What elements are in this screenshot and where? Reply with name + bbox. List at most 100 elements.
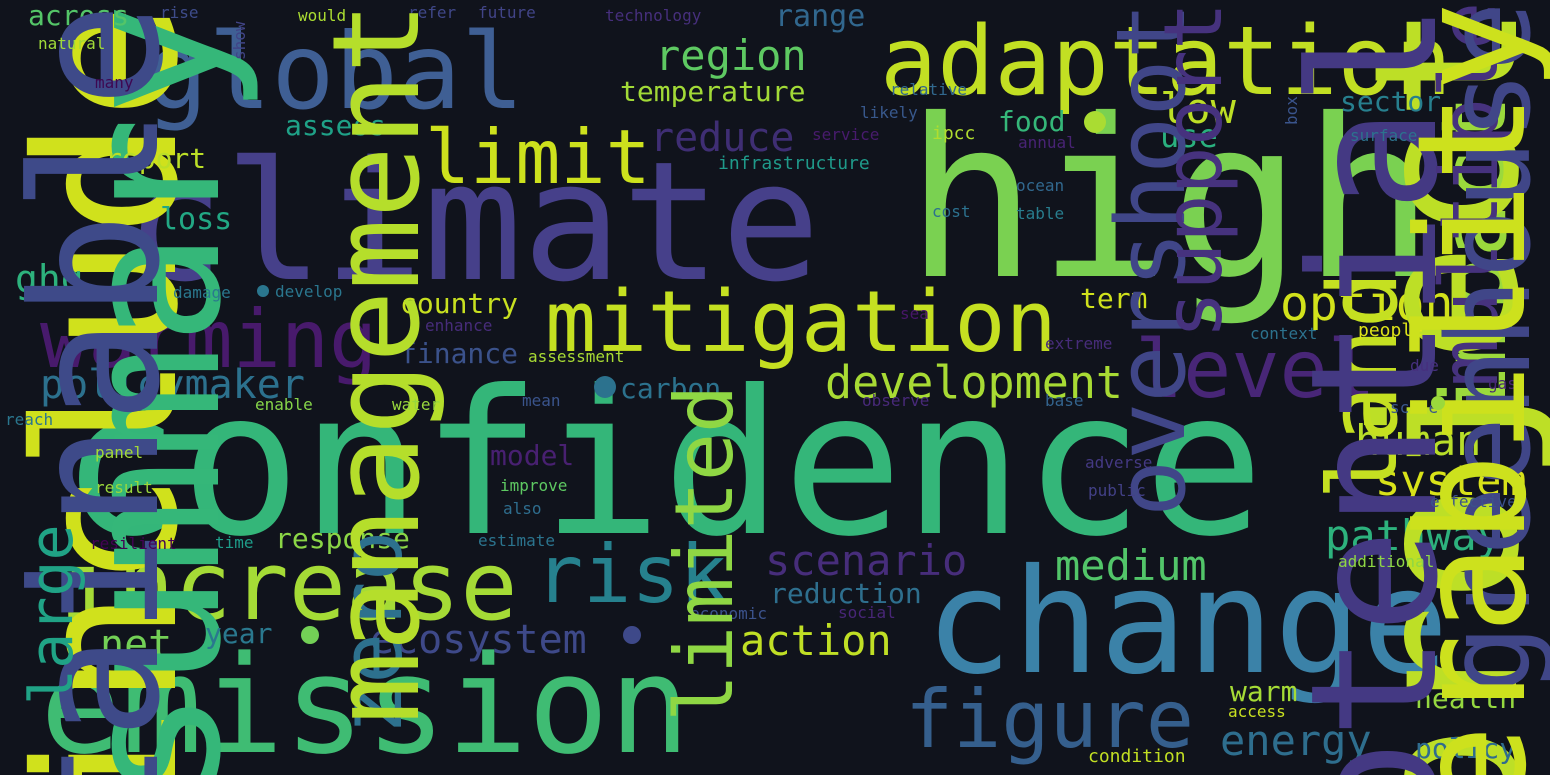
word-scale: scale <box>1390 398 1439 417</box>
word-mean: mean <box>522 391 561 410</box>
word-reduce: reduce <box>650 115 795 161</box>
bullet-dot <box>1431 396 1445 410</box>
word-high: high <box>905 72 1435 328</box>
word-response: response <box>275 522 410 555</box>
word-damage: damage <box>173 283 231 302</box>
word-rise: rise <box>160 3 199 22</box>
word-ecosystem: ecosystem <box>370 617 587 663</box>
word-reach: reach <box>5 410 54 429</box>
word-large: large <box>17 524 87 705</box>
word-estimate: estimate <box>478 531 556 550</box>
word-medium: medium <box>1055 541 1207 590</box>
word-pathway: pathway <box>1325 511 1503 560</box>
word-support: support <box>1147 2 1240 340</box>
word-due: due <box>1410 356 1439 375</box>
word-net: net <box>100 622 173 668</box>
word-effective: effective <box>1430 492 1517 511</box>
word-ghg: ghg <box>15 257 84 301</box>
word-table: table <box>1016 204 1065 223</box>
word-health: health <box>1415 682 1517 715</box>
bullet-dot <box>257 285 269 297</box>
word-enhance: enhance <box>425 316 493 335</box>
word-finance: finance <box>400 337 519 370</box>
word-resilient: resilient <box>90 534 177 553</box>
word-box: box <box>1282 96 1301 125</box>
word-assessment: assessment <box>528 347 625 366</box>
word-policymaker: policymaker <box>40 362 305 408</box>
word-report: report <box>105 142 207 175</box>
word-public: public <box>1088 481 1146 500</box>
word-energy: energy <box>1220 716 1372 765</box>
word-vulnerability: vulnerability <box>1386 2 1550 775</box>
word-extreme: extreme <box>1045 334 1113 353</box>
word-risk: risk <box>535 528 728 621</box>
word-development: development <box>825 356 1124 409</box>
word-enable: enable <box>255 395 313 414</box>
word-level: level <box>1135 323 1376 416</box>
word-assess: assess <box>285 109 387 142</box>
word-base: base <box>1045 391 1084 410</box>
word-food: food <box>998 105 1066 138</box>
word-low: low <box>1160 84 1236 133</box>
word-temperature: temperature <box>620 75 806 108</box>
word-loss: loss <box>160 202 233 237</box>
word-sector: sector <box>1340 85 1442 118</box>
word-region: region <box>655 31 807 80</box>
word-would: would <box>298 6 347 25</box>
word-confidence: confidence <box>60 348 1265 581</box>
word-also: also <box>503 499 542 518</box>
word-management: management <box>308 2 447 725</box>
bullet-dot <box>1084 111 1106 133</box>
bullet-dot <box>301 626 319 644</box>
word-sea: sea <box>900 304 929 323</box>
word-reduction: reduction <box>770 577 922 610</box>
word-term: term <box>1080 282 1148 315</box>
word-action: action <box>740 616 892 665</box>
word-time: time <box>215 533 254 552</box>
word-condition: condition <box>1088 746 1186 767</box>
word-result: result <box>95 478 153 497</box>
word-refer: refer <box>408 3 457 22</box>
word-use: use <box>1160 117 1218 155</box>
word-model: model <box>490 439 575 472</box>
word-surface: surface <box>1350 126 1418 145</box>
word-change: change <box>925 538 1449 707</box>
word-warm: warm <box>1230 675 1298 708</box>
word-year: year <box>205 617 273 650</box>
word-limited: limited <box>658 384 751 722</box>
word-range: range <box>775 0 866 34</box>
word-panel: panel <box>95 443 144 462</box>
word-access: access <box>1228 702 1286 721</box>
word-country: country <box>400 287 519 320</box>
word-carbon: carbon <box>620 372 722 405</box>
word-additional: additional <box>1338 552 1435 571</box>
bullet-dot <box>623 626 641 644</box>
word-limit: limit <box>425 113 651 201</box>
word-scenario: scenario <box>765 536 968 585</box>
word-figure: figure <box>905 673 1194 766</box>
word-global: global <box>145 11 525 133</box>
word-many: many <box>95 73 134 92</box>
word-likely: likely <box>860 103 918 122</box>
word-infrastructure: infrastructure <box>718 153 870 174</box>
word-economic: economic <box>690 604 768 623</box>
word-warming: warming <box>40 293 378 386</box>
word-water: water <box>392 395 441 414</box>
word-across: across <box>28 0 130 32</box>
word-show: show <box>230 21 249 60</box>
word-climate: climate <box>125 126 821 318</box>
word-develop: develop <box>275 282 343 301</box>
word-mitigation: mitigation <box>545 273 1057 372</box>
word-human: human <box>1355 416 1482 465</box>
word-annual: annual <box>1018 133 1076 152</box>
word-increase: increase <box>60 532 518 642</box>
word-policy: policy <box>1415 732 1517 765</box>
word-future: future <box>478 3 536 22</box>
word-system: system <box>1375 456 1527 505</box>
word-gas: gas <box>1488 374 1517 393</box>
word-observe: observe <box>862 391 930 410</box>
word-option: option <box>1280 276 1454 332</box>
word-ocean: ocean <box>1016 176 1065 195</box>
word-social: social <box>838 603 896 622</box>
